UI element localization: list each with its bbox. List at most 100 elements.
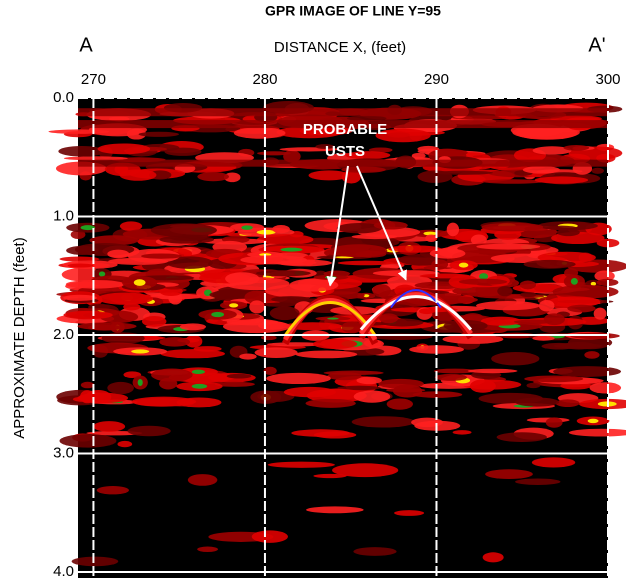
radar-reflection (263, 366, 277, 375)
radar-reflection (323, 370, 384, 376)
radar-reflection (351, 416, 415, 428)
radar-reflection (66, 245, 99, 256)
y-tick-label: 0.0 (53, 89, 74, 106)
radar-reflection (123, 303, 141, 311)
radar-reflection (553, 366, 622, 377)
radar-reflection (532, 335, 555, 341)
radar-reflection (567, 304, 596, 313)
radar-reflection (308, 170, 350, 181)
radar-reflection (379, 313, 399, 324)
radar-reflection (306, 388, 367, 403)
x-tick-label: 290 (424, 71, 449, 88)
radar-reflection (552, 285, 619, 299)
radar-reflection (289, 278, 339, 292)
radar-reflection (355, 250, 387, 258)
radar-reflection (589, 382, 622, 394)
radar-reflection (59, 434, 117, 448)
radar-reflection (187, 474, 218, 486)
radar-reflection (244, 290, 267, 304)
radar-reflection (417, 170, 453, 183)
radar-reflection (532, 146, 572, 155)
radar-reflection (225, 272, 260, 286)
radar-reflection (584, 351, 600, 359)
radar-reflection (87, 324, 121, 331)
radar-reflection-strong (211, 311, 225, 318)
radar-reflection (341, 166, 386, 173)
radar-reflection (375, 128, 431, 143)
radar-reflection (418, 308, 435, 315)
radar-reflection (272, 224, 290, 234)
radar-reflection (266, 342, 326, 347)
hyperbola (359, 295, 473, 331)
radar-reflection (141, 253, 182, 259)
radar-reflection (131, 396, 197, 407)
radar-reflection (591, 167, 604, 174)
radar-reflection-strong (423, 231, 437, 236)
radar-reflection-strong (458, 262, 469, 268)
radar-reflection (476, 300, 540, 311)
annotation-line: USTS (325, 143, 365, 160)
radar-reflection (63, 156, 128, 161)
radar-reflection (423, 265, 446, 270)
radar-reflection (485, 469, 533, 480)
radar-reflection (226, 373, 252, 379)
radar-reflection (65, 279, 125, 289)
radar-reflection (337, 385, 381, 391)
radar-reflection (107, 381, 134, 395)
radar-reflection (266, 372, 331, 385)
chart-title: GPR IMAGE OF LINE Y=95 (265, 3, 441, 19)
radar-reflection (141, 315, 167, 327)
radar-reflection (429, 248, 466, 259)
radar-reflection-strong (131, 349, 150, 354)
radar-reflection (251, 530, 288, 543)
radar-reflection (515, 478, 561, 485)
radar-reflection (295, 350, 358, 359)
radar-reflection (48, 129, 110, 134)
radar-band (78, 108, 608, 117)
y-tick-label: 1.0 (53, 207, 74, 224)
axes: 0.0 1.0 2.0 3.0 4.0 270 280 290 300 PROBABLE USTS (53, 71, 620, 580)
radar-reflection (476, 243, 541, 250)
radar-reflection (267, 461, 335, 468)
radar-reflection (482, 179, 544, 184)
radar-reflection (538, 299, 555, 312)
radar-reflection (480, 316, 522, 326)
radar-reflection (513, 319, 553, 325)
x-tick-label: 270 (81, 71, 106, 88)
radar-reflection-strong (241, 225, 253, 230)
radar-reflection (351, 234, 398, 240)
radar-band (78, 159, 608, 167)
radar-reflection (482, 552, 504, 563)
radar-reflection (108, 257, 169, 265)
radar-reflection (58, 145, 106, 157)
radar-reflection (452, 115, 507, 120)
radar-image (48, 98, 626, 578)
radar-reflection (117, 440, 133, 448)
radar-reflection (394, 510, 425, 516)
radar-reflection (222, 319, 291, 334)
radar-reflection (159, 235, 215, 244)
radar-reflection (59, 256, 100, 262)
radar-reflection (497, 286, 513, 297)
annotation-line: PROBABLE (303, 121, 387, 138)
radar-reflection (469, 379, 496, 393)
radar-reflection-strong (98, 271, 106, 277)
radar-reflection (97, 292, 153, 305)
radar-reflection (548, 296, 601, 308)
radar-reflection (315, 144, 335, 150)
radar-reflection (411, 417, 444, 428)
radar-reflection (332, 463, 399, 478)
radar-reflection (336, 223, 383, 234)
radar-reflection (534, 176, 589, 184)
radar-reflection-strong (479, 273, 489, 280)
y-tick-label: 4.0 (53, 563, 74, 580)
radar-reflection (93, 421, 126, 432)
radar-reflection (151, 368, 193, 382)
radar-reflection (63, 310, 113, 320)
radar-reflection (524, 375, 584, 383)
radar-reflection (368, 147, 393, 153)
radar-reflection (543, 313, 565, 326)
radar-reflection (233, 127, 286, 139)
radar-reflection (555, 399, 580, 408)
radar-reflection (386, 398, 413, 410)
